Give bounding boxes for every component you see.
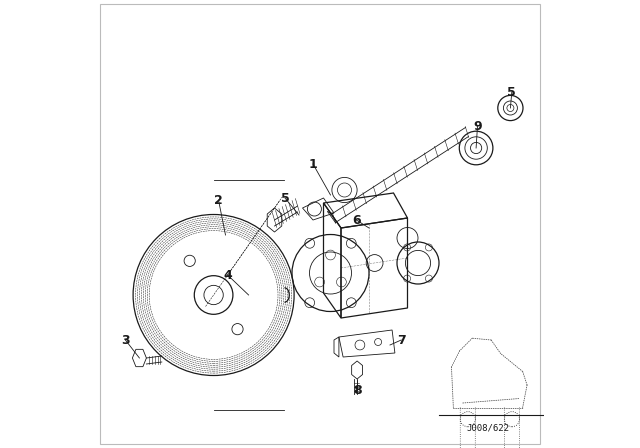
Text: 2: 2 [214, 194, 223, 207]
Text: 8: 8 [353, 383, 362, 396]
Text: 5: 5 [280, 191, 289, 204]
Text: 3: 3 [121, 333, 130, 346]
Text: 5: 5 [508, 86, 516, 99]
Text: 7: 7 [397, 333, 406, 346]
Text: 4: 4 [223, 268, 232, 281]
Text: J008/622: J008/622 [467, 423, 509, 432]
Text: 1: 1 [308, 158, 317, 171]
Text: 9: 9 [473, 120, 482, 133]
Text: 6: 6 [352, 214, 361, 227]
